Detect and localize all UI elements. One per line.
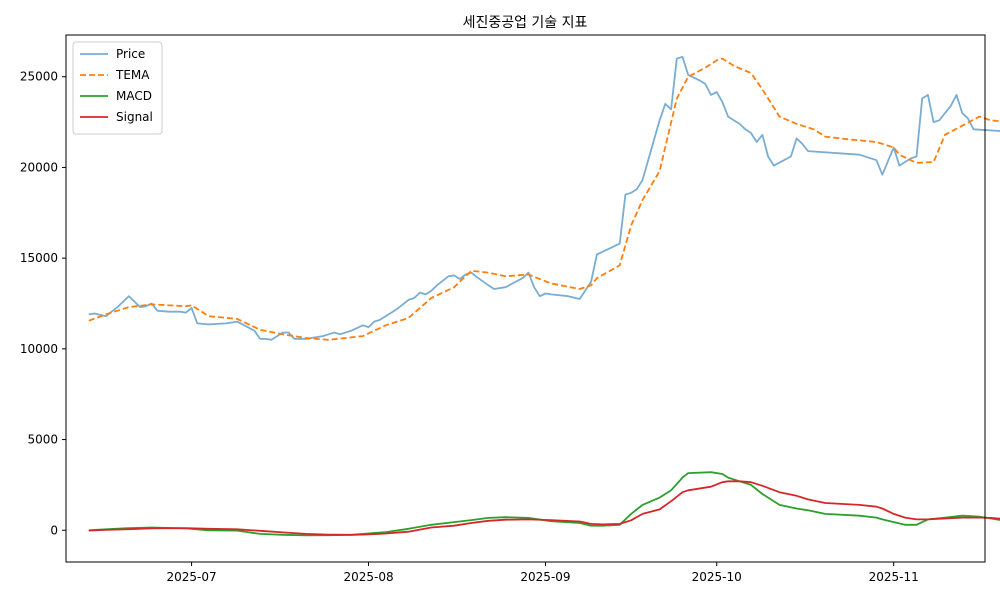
series-line-signal (88, 480, 1000, 536)
legend-label-macd: MACD (116, 89, 152, 103)
series-line-tema (88, 57, 1000, 341)
x-tick-label: 2025-08 (343, 570, 393, 584)
x-tick-label: 2025-07 (167, 570, 217, 584)
legend-label-price: Price (116, 47, 145, 61)
y-tick-label: 0 (50, 523, 58, 537)
x-tick-label: 2025-11 (869, 570, 919, 584)
y-tick-label: 25000 (20, 70, 58, 84)
y-tick-label: 20000 (20, 160, 58, 174)
series-line-price (88, 55, 1000, 341)
legend-label-signal: Signal (116, 110, 153, 124)
y-axis: 0 5000 10000 15000 20000 25000 (20, 70, 66, 537)
y-tick-label: 15000 (20, 251, 58, 265)
x-tick-label: 2025-10 (692, 570, 742, 584)
y-tick-label: 10000 (20, 342, 58, 356)
chart-title: 세진중공업 기술 지표 (463, 15, 588, 31)
plot-lines (88, 55, 1000, 537)
plot-area-frame (65, 34, 986, 563)
x-tick-label: 2025-09 (520, 570, 570, 584)
x-axis: 2025-07 2025-08 2025-09 2025-10 2025-11 (167, 562, 919, 584)
legend: Price TEMA MACD Signal (72, 41, 163, 135)
y-tick-label: 5000 (27, 433, 58, 447)
legend-label-tema: TEMA (115, 68, 150, 82)
legend-box (72, 41, 163, 135)
